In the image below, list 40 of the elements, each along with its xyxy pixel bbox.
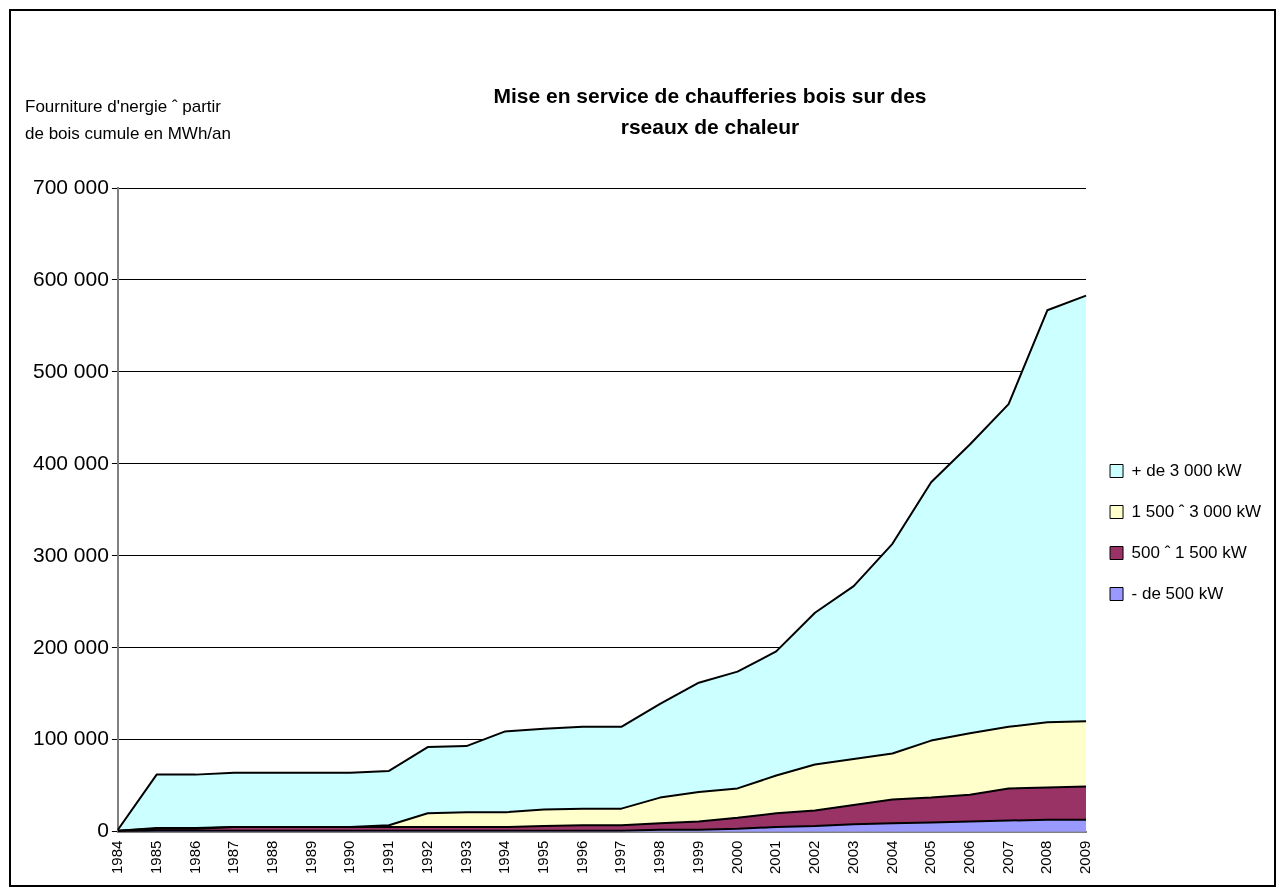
x-tick-label: 1993 [456,840,474,875]
x-tick-label: 1990 [340,840,358,875]
x-tick-label: 1987 [224,840,242,875]
legend-label: 1 500 ˆ 3 000 kW [1131,501,1262,521]
x-tick-label: 1992 [417,840,435,875]
x-tick-label: 1997 [611,840,629,875]
x-tick-label: 1999 [688,840,706,875]
x-tick-label: 1998 [650,840,668,875]
y-tick-label: 200 000 [32,634,109,658]
x-tick-label: 2008 [1037,840,1055,875]
y-tick-label: 400 000 [32,450,109,474]
x-tick-label: 2005 [921,840,939,875]
legend-label: + de 3 000 kW [1131,460,1242,480]
x-tick-label: 2003 [843,840,861,875]
x-tick-label: 2001 [766,840,784,875]
y-tick-label: 100 000 [32,726,109,750]
x-tick-label: 1989 [301,840,319,875]
legend-label: 500 ˆ 1 500 kW [1131,542,1247,562]
x-tick-label: 1985 [146,840,164,875]
y-axis-title: Fourniture d'nergie ˆ partir de bois cumule en MWh/an [25,96,232,145]
y-tick-label: 0 [97,818,109,842]
x-tick-label: 1994 [495,840,513,875]
x-tick-label: 2006 [960,840,978,875]
x-tick-label: 1984 [108,840,126,875]
legend-label: - de 500 kW [1131,583,1224,603]
x-tick-label: 1988 [262,840,280,875]
x-tick-label: 2009 [1076,840,1094,875]
x-tick-label: 1995 [534,840,552,875]
y-tick-label: 300 000 [32,542,109,566]
x-tick-label: 2002 [805,840,823,875]
x-tick-label: 2007 [998,840,1016,875]
y-tick-label: 600 000 [32,266,109,290]
x-tick-label: 1996 [572,840,590,875]
x-tick-label: 2004 [882,840,900,875]
y-tick-label: 500 000 [32,358,109,382]
x-tick-label: 2000 [727,840,745,875]
y-tick-label: 700 000 [32,174,109,198]
x-tick-label: 1986 [185,840,203,875]
chart-title: Mise en service de chaufferies bois sur des rseaux de chaleur [492,83,928,140]
x-tick-label: 1991 [379,840,397,875]
